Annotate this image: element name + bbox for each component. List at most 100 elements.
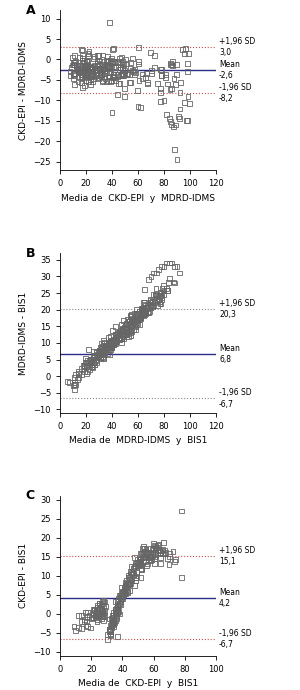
Point <box>140 72 145 83</box>
Point <box>123 321 128 332</box>
Point <box>121 331 125 342</box>
Point <box>174 59 179 70</box>
Point <box>166 285 170 296</box>
Point <box>67 377 72 388</box>
Point <box>160 544 165 555</box>
Point <box>68 70 73 81</box>
Point <box>106 63 111 74</box>
Point <box>87 64 92 75</box>
Point <box>128 77 133 88</box>
Point <box>82 63 87 74</box>
Point <box>112 337 116 348</box>
Point <box>111 610 116 621</box>
Point <box>98 345 103 356</box>
Point <box>86 344 91 355</box>
Point <box>96 50 101 61</box>
Point <box>100 63 105 75</box>
Point <box>80 43 84 55</box>
Point <box>83 69 88 80</box>
Y-axis label: CKD-EPI - BIS1: CKD-EPI - BIS1 <box>19 543 28 608</box>
Point <box>183 43 188 54</box>
Point <box>110 56 115 67</box>
Point <box>95 349 100 360</box>
Point <box>80 55 85 66</box>
Y-axis label: CKD-EPI - MDRD-IDMS: CKD-EPI - MDRD-IDMS <box>19 41 28 139</box>
Point <box>147 551 152 562</box>
Point <box>148 297 153 308</box>
Point <box>185 115 190 126</box>
Point <box>136 56 141 67</box>
Point <box>91 346 96 357</box>
Point <box>127 584 132 595</box>
Point <box>101 350 106 361</box>
Point <box>134 322 138 333</box>
Point <box>106 60 110 71</box>
Point <box>92 359 97 371</box>
Point <box>107 62 112 73</box>
Point <box>71 59 76 70</box>
Point <box>145 77 150 88</box>
Point <box>113 611 118 622</box>
Point <box>109 618 114 629</box>
Point <box>102 59 107 70</box>
Point <box>182 48 187 59</box>
Point <box>102 66 107 77</box>
Point <box>176 111 181 122</box>
Point <box>158 63 163 75</box>
Point <box>88 357 93 368</box>
Point <box>147 306 152 317</box>
Point <box>173 554 178 565</box>
Point <box>114 607 119 618</box>
Point <box>105 348 110 359</box>
Point <box>110 107 114 118</box>
Point <box>143 72 148 83</box>
Point <box>132 63 137 75</box>
Point <box>74 625 78 636</box>
Point <box>135 317 140 328</box>
Point <box>108 55 112 66</box>
Point <box>115 600 120 611</box>
Point <box>99 604 103 615</box>
Text: +1,96 SD
20,3: +1,96 SD 20,3 <box>219 299 255 319</box>
Point <box>141 297 146 308</box>
Point <box>85 59 90 70</box>
Point <box>100 598 105 609</box>
Point <box>118 70 123 81</box>
Point <box>119 319 124 330</box>
Point <box>83 61 88 72</box>
Point <box>153 546 158 558</box>
Text: +1,96 SD
3,0: +1,96 SD 3,0 <box>219 37 255 57</box>
Point <box>118 59 123 70</box>
Point <box>106 342 111 353</box>
Point <box>80 52 85 63</box>
Point <box>129 310 134 322</box>
Point <box>87 609 92 620</box>
Point <box>110 614 115 625</box>
Point <box>72 57 77 68</box>
X-axis label: Media de  CKD-EPI  y  BIS1: Media de CKD-EPI y BIS1 <box>78 679 198 688</box>
Point <box>113 328 118 339</box>
Point <box>172 72 176 83</box>
Point <box>86 50 91 61</box>
Point <box>95 58 100 69</box>
Point <box>104 343 109 354</box>
Point <box>167 548 172 559</box>
Point <box>148 297 153 308</box>
Point <box>103 55 108 66</box>
Point <box>138 558 143 569</box>
Point <box>178 87 182 98</box>
Point <box>98 353 103 364</box>
Point <box>140 564 144 575</box>
Point <box>116 78 121 89</box>
Point <box>111 61 116 72</box>
Point <box>128 325 133 336</box>
Point <box>117 329 122 340</box>
Point <box>110 336 114 347</box>
Point <box>97 598 101 609</box>
Point <box>158 547 163 558</box>
Point <box>134 308 139 319</box>
Point <box>156 295 161 306</box>
Point <box>146 549 151 560</box>
Point <box>110 620 114 631</box>
Point <box>116 600 121 611</box>
